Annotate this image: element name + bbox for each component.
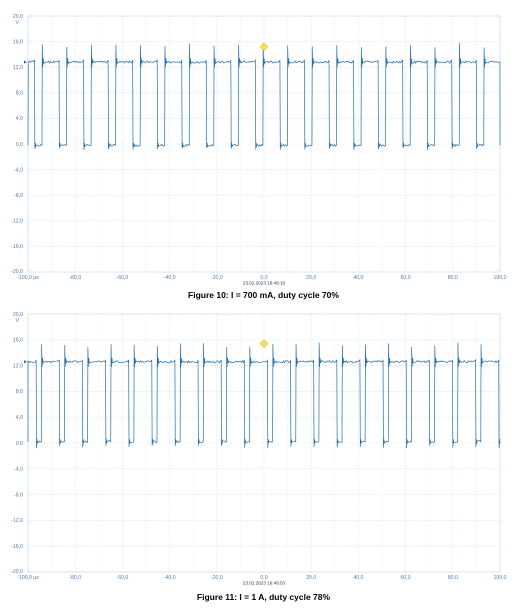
y-tick-label: 16,0 — [13, 338, 23, 344]
figure-caption: Figure 10: I = 700 mA, duty cycle 70% — [188, 290, 339, 300]
x-tick-label: 40,0 — [353, 275, 363, 281]
scope-panel-2: 20,0 16,0 12,0 8,0 4,0 0,0 -4,0 -8,0 -12,0 -16,0 -… — [0, 306, 527, 606]
grid — [27, 15, 501, 273]
x-tick-label: 100,0 — [494, 275, 507, 281]
x-tick-label: -40,0 — [164, 575, 176, 581]
level-marker — [24, 60, 27, 64]
oscilloscope-chart-1: 20,0 16,0 12,0 8,0 4,0 0,0 -4,0 -8,0 -12,0 -16,0 -… — [11, 14, 507, 286]
x-tick-label: -20,0 — [211, 575, 223, 581]
x-tick-label: -60,0 — [116, 575, 128, 581]
series-line — [27, 42, 501, 151]
figure-caption: Figure 11: I = 1 A, duty cycle 78% — [196, 592, 331, 602]
y-tick-label: 12,0 — [13, 363, 23, 369]
x-tick-label: -20,0 — [211, 275, 223, 281]
x-tick-label: 0,0 — [260, 275, 267, 281]
trigger-marker — [259, 42, 269, 52]
x-tick-label: 20,0 — [306, 275, 316, 281]
y-tick-label: 8,0 — [16, 91, 23, 97]
x-tick-label: -80,0 — [69, 575, 81, 581]
y-tick-label: 12,0 — [13, 65, 23, 71]
series-line — [27, 342, 501, 449]
x-tick-label: -100,0 µs — [17, 575, 39, 581]
x-tick-label: 20,0 — [306, 575, 316, 581]
x-tick-label: -60,0 — [116, 275, 128, 281]
y-tick-label: -8,0 — [14, 193, 23, 199]
x-tick-label: 80,0 — [448, 575, 458, 581]
x-tick-label: 80,0 — [448, 275, 458, 281]
y-unit-label: V — [16, 20, 20, 26]
level-marker — [24, 360, 27, 364]
y-tick-label: -12,0 — [11, 219, 23, 225]
y-tick-label: 0,0 — [16, 142, 23, 148]
y-tick-label: 20,0 — [13, 312, 23, 318]
y-tick-label: -16,0 — [11, 544, 23, 550]
y-tick-label: 4,0 — [16, 415, 23, 421]
timestamp: 23.02.2023 16:48:16 — [243, 281, 286, 286]
y-tick-label: -20,0 — [11, 569, 23, 575]
x-tick-label: 100,0 — [494, 575, 507, 581]
y-tick-label: 20,0 — [13, 14, 23, 20]
y-tick-label: 8,0 — [16, 389, 23, 395]
x-tick-label: 60,0 — [401, 275, 411, 281]
y-tick-label: -4,0 — [14, 167, 23, 173]
x-tick-label: 0,0 — [260, 575, 267, 581]
x-tick-label: -100,0 µs — [17, 275, 39, 281]
x-tick-label: -40,0 — [164, 275, 176, 281]
y-tick-label: -12,0 — [11, 518, 23, 524]
y-tick-label: 0,0 — [16, 441, 23, 447]
x-tick-label: 40,0 — [353, 575, 363, 581]
y-tick-label: -20,0 — [11, 269, 23, 275]
y-tick-label: -4,0 — [14, 467, 23, 473]
trigger-marker — [259, 339, 269, 349]
timestamp: 23.02.2023 16:49:53 — [243, 581, 286, 586]
x-tick-label: 60,0 — [401, 575, 411, 581]
y-tick-label: -16,0 — [11, 244, 23, 250]
y-unit-label: V — [16, 318, 20, 324]
x-tick-label: -80,0 — [69, 275, 81, 281]
scope-panel-1: 20,0 16,0 12,0 8,0 4,0 0,0 -4,0 -8,0 -12,0 -16,0 -… — [0, 0, 527, 300]
y-tick-label: 16,0 — [13, 39, 23, 45]
oscilloscope-chart-2: 20,0 16,0 12,0 8,0 4,0 0,0 -4,0 -8,0 -12,0 -16,0 -… — [11, 312, 507, 586]
y-tick-label: -8,0 — [14, 492, 23, 498]
y-tick-label: 4,0 — [16, 116, 23, 122]
grid — [27, 313, 501, 573]
